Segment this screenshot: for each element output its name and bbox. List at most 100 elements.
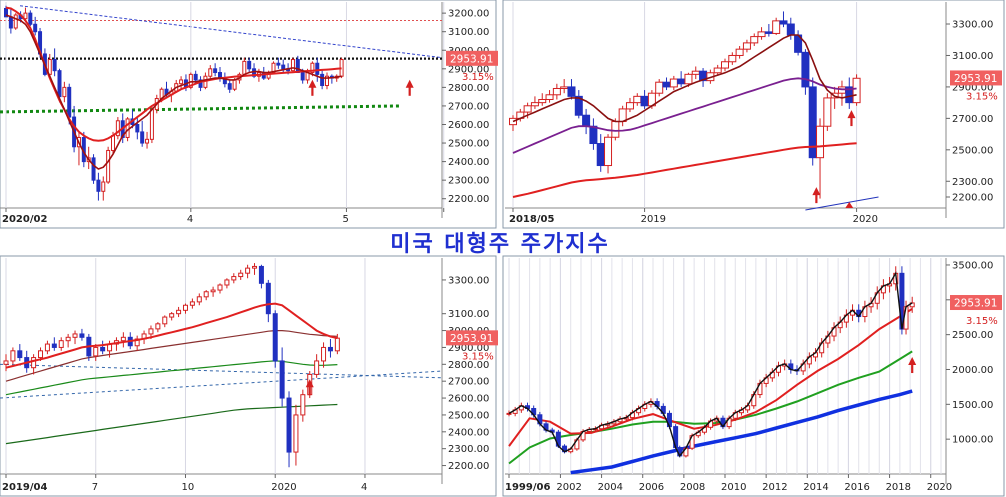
candle-body xyxy=(506,412,512,415)
candle-body xyxy=(193,73,198,81)
candle-body xyxy=(314,360,320,375)
candle-body xyxy=(300,394,306,416)
candle-body xyxy=(247,60,252,70)
x-tick-label: 2010 xyxy=(721,482,746,493)
candle-body xyxy=(574,95,583,116)
candle-body xyxy=(3,360,9,365)
candle-body xyxy=(713,67,722,74)
x-tick-label: 10 xyxy=(181,482,194,493)
candle-body xyxy=(509,117,517,126)
candle-body xyxy=(213,68,218,74)
candle-body xyxy=(325,75,329,87)
candle-body xyxy=(721,61,729,69)
candle-body xyxy=(58,340,64,348)
candle-body xyxy=(57,70,62,98)
x-tick-label: 4 xyxy=(361,482,367,493)
y-tick-label: 2300.00 xyxy=(448,176,489,187)
candle-body xyxy=(315,62,320,75)
candle-body xyxy=(51,343,57,348)
y-tick-label: 2700.00 xyxy=(952,114,993,125)
candle-body xyxy=(816,125,825,159)
ma-long-line xyxy=(512,142,857,198)
candle-body xyxy=(640,95,649,107)
trendline xyxy=(0,363,443,379)
candle-body xyxy=(633,95,642,104)
signal-arrow-head xyxy=(812,187,821,196)
x-tick-label: 2020 xyxy=(853,214,878,225)
candle-body xyxy=(327,346,333,352)
ma-blue-line xyxy=(570,389,913,475)
candle-body xyxy=(52,59,57,72)
y-tick-label: 2400.00 xyxy=(448,157,489,168)
y-tick-label: 2200.00 xyxy=(448,461,489,472)
candle-body xyxy=(293,414,299,453)
candle-body xyxy=(231,276,237,281)
last-price-badge xyxy=(950,295,1002,311)
candle-body xyxy=(31,357,37,369)
candle-body xyxy=(252,265,258,269)
candle-body xyxy=(169,313,175,318)
x-tick-label: 1999/06 xyxy=(505,482,550,493)
candle-body xyxy=(28,12,33,25)
y-tick-label: 2300.00 xyxy=(952,177,993,188)
candle-body xyxy=(106,149,111,183)
candle-body xyxy=(238,272,244,278)
candle-body xyxy=(655,81,664,94)
signal-arrow-head xyxy=(308,79,317,88)
x-tick-label: 4 xyxy=(187,214,193,225)
x-tick-label: 5 xyxy=(342,214,348,225)
candle-body xyxy=(735,48,744,56)
candle-body xyxy=(750,36,759,44)
signal-arrow-head xyxy=(908,357,917,366)
last-price-label: 2953.91 xyxy=(450,333,493,345)
x-tick-label: 2012 xyxy=(762,482,787,493)
y-tick-label: 3500.00 xyxy=(952,260,993,271)
panel-frame xyxy=(502,255,1005,497)
candle-body xyxy=(310,62,315,74)
y-tick-label: 3100.00 xyxy=(448,309,489,320)
y-tick-label: 2200.00 xyxy=(448,194,489,205)
panel-1: 2020/02453200.003100.003000.002900.00280… xyxy=(0,0,498,229)
y-tick-label: 2300.00 xyxy=(448,444,489,455)
candle-body xyxy=(125,118,130,138)
panel-frame xyxy=(502,0,1005,229)
candle-body xyxy=(33,23,38,33)
candle-body xyxy=(120,336,126,342)
candle-body xyxy=(210,289,216,293)
candle-body xyxy=(162,316,168,325)
candle-body xyxy=(560,86,569,89)
x-tick-label: 2008 xyxy=(680,482,705,493)
candle-body xyxy=(13,14,18,29)
y-tick-label: 2900.00 xyxy=(952,82,993,93)
trendline xyxy=(19,5,443,59)
candle-body xyxy=(23,12,28,20)
long-ma-line xyxy=(0,104,401,114)
candle-body xyxy=(140,131,145,144)
page-title: 미국 대형주 주가지수 xyxy=(390,232,610,257)
candle-body xyxy=(79,333,85,338)
candle-body xyxy=(8,16,13,29)
candle-body xyxy=(203,291,209,298)
candle-body xyxy=(72,333,78,338)
candle-body xyxy=(208,68,213,77)
change-pct-label: 3.15% xyxy=(462,72,494,83)
candle-body xyxy=(10,350,16,362)
candle-body xyxy=(227,83,232,90)
candle-body xyxy=(662,81,671,88)
last-price-label: 2953.91 xyxy=(954,73,997,85)
y-tick-label: 3300.00 xyxy=(952,20,993,31)
x-tick-label: 2020 xyxy=(271,482,296,493)
y-tick-label: 2700.00 xyxy=(448,101,489,112)
panel-frame xyxy=(0,0,497,229)
signal-arrow-head xyxy=(847,110,856,119)
signal-arrow-head xyxy=(405,79,414,88)
candle-body xyxy=(155,323,161,330)
y-tick-label: 2500.00 xyxy=(448,139,489,150)
candle-body xyxy=(567,86,576,97)
x-tick-label: 2006 xyxy=(639,482,664,493)
candle-body xyxy=(245,267,251,274)
trendline xyxy=(805,196,879,211)
x-tick-label: 2019 xyxy=(641,214,666,225)
candle-body xyxy=(196,296,202,303)
